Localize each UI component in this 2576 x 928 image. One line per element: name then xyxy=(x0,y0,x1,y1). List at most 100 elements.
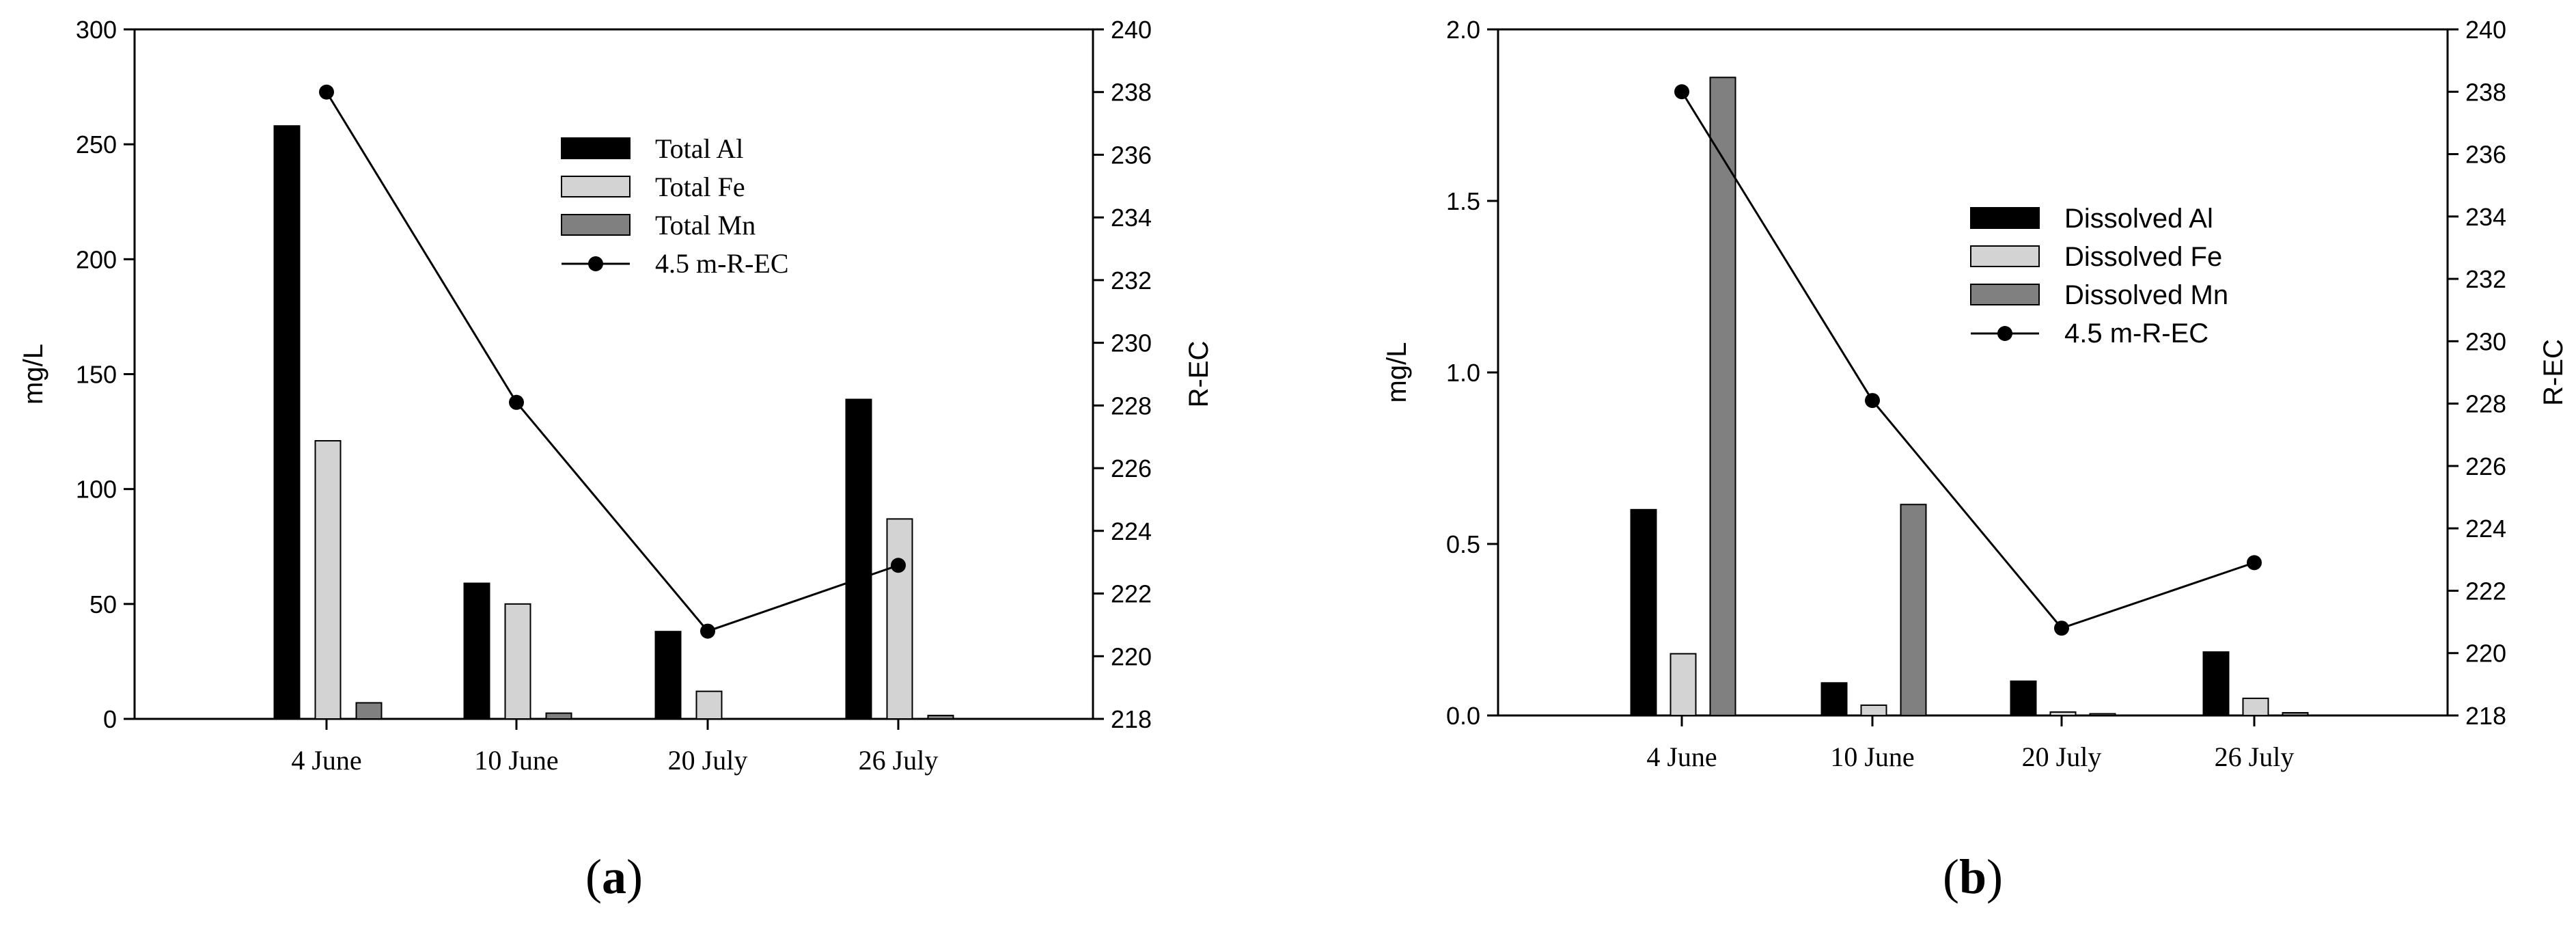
legend-label: Total Fe xyxy=(655,172,745,202)
bar xyxy=(355,702,383,720)
bar xyxy=(1900,504,1927,717)
series-line xyxy=(1680,91,2255,629)
y2-axis-label: R-EC xyxy=(2538,339,2568,406)
series-point xyxy=(2054,620,2069,636)
left-tick-label: 0.0 xyxy=(1446,702,1480,730)
y2-axis-label: R-EC xyxy=(1184,341,1214,408)
legend-label: Total Al xyxy=(655,133,743,164)
right-tick-label: 232 xyxy=(2465,265,2506,293)
left-tick-label: 200 xyxy=(76,245,117,273)
left-tick-label: 1.5 xyxy=(1446,187,1480,215)
legend-label: 4.5 m-R-EC xyxy=(655,248,789,279)
series-point xyxy=(509,394,524,410)
right-tick-label: 218 xyxy=(1111,705,1152,733)
bar xyxy=(545,712,572,720)
category-label: 26 July xyxy=(859,745,939,776)
right-tick-label: 238 xyxy=(2465,78,2506,106)
series-point xyxy=(700,623,715,639)
right-tick-label: 222 xyxy=(1111,580,1152,608)
chart-panel-b: 0.0 0.5 1.0 1.5 2.0 218 220 222 224 226 228 230 232 2… xyxy=(1382,16,2568,904)
bar xyxy=(1670,653,1697,717)
category-label: 10 June xyxy=(474,745,558,776)
left-tick-label: 1.0 xyxy=(1446,359,1480,387)
right-tick-label: 236 xyxy=(1111,141,1152,169)
bar xyxy=(2010,680,2037,716)
right-tick-label: 222 xyxy=(2465,577,2506,605)
bar xyxy=(314,440,342,720)
right-tick-label: 224 xyxy=(2465,515,2506,543)
right-tick-label: 224 xyxy=(1111,517,1152,545)
bar xyxy=(927,714,954,720)
right-tick-label: 218 xyxy=(2465,702,2506,730)
category-label: 26 July xyxy=(2215,741,2295,772)
right-tick-label: 220 xyxy=(1111,642,1152,670)
bar xyxy=(504,603,531,720)
bar xyxy=(886,518,913,720)
right-tick-label: 236 xyxy=(2465,141,2506,169)
right-tick-label: 238 xyxy=(1111,79,1152,107)
y-axis-label: mg/L xyxy=(1382,342,1412,403)
category-label: 20 July xyxy=(2022,741,2102,772)
bar xyxy=(2282,711,2309,717)
category-label: 20 July xyxy=(668,745,748,776)
left-tick-label: 0 xyxy=(103,705,117,733)
legend-label: 4.5 m-R-EC xyxy=(2064,318,2208,349)
category-label: 4 June xyxy=(1646,741,1717,772)
series-line xyxy=(325,91,899,633)
bar xyxy=(695,690,723,720)
legend-label: Dissolved Al xyxy=(2064,204,2213,234)
bar xyxy=(2202,651,2230,717)
right-tick-label: 226 xyxy=(2465,452,2506,480)
right-tick-label: 228 xyxy=(2465,390,2506,418)
bar xyxy=(1630,508,1657,716)
right-tick-label: 240 xyxy=(1111,16,1152,44)
legend-label: Total Mn xyxy=(655,210,756,241)
bar xyxy=(2049,711,2077,716)
left-tick-label: 300 xyxy=(76,16,117,44)
legend-swatch xyxy=(561,214,631,236)
panel-caption-letter: a xyxy=(602,849,626,904)
chart-panel-a: 0 50 100 150 200 250 300 218 220 222 224 226 228 230 2… xyxy=(18,16,1214,904)
legend-label: Dissolved Mn xyxy=(2064,280,2228,310)
bar xyxy=(654,631,682,720)
left-tick-label: 100 xyxy=(76,476,117,504)
right-tick-label: 230 xyxy=(2465,327,2506,355)
left-tick-label: 50 xyxy=(89,590,117,618)
legend-swatch xyxy=(561,137,631,159)
bar xyxy=(1820,682,1848,716)
bar xyxy=(273,125,301,720)
right-tick-label: 232 xyxy=(1111,267,1152,295)
bar xyxy=(2089,713,2116,716)
legend-swatch xyxy=(1970,207,2040,229)
bar xyxy=(2242,697,2269,717)
bar xyxy=(463,582,490,720)
legend-swatch xyxy=(1970,245,2040,267)
right-tick-label: 240 xyxy=(2465,16,2506,44)
right-tick-label: 220 xyxy=(2465,640,2506,668)
left-tick-label: 150 xyxy=(76,361,117,389)
legend-swatch xyxy=(1970,284,2040,305)
series-point xyxy=(1865,393,1880,409)
right-tick-label: 234 xyxy=(2465,203,2506,231)
left-tick-label: 2.0 xyxy=(1446,16,1480,44)
y-axis-label: mg/L xyxy=(18,344,49,405)
bar xyxy=(845,398,872,720)
category-label: 4 June xyxy=(291,745,361,776)
bar xyxy=(1860,704,1887,716)
legend: Dissolved Al Dissolved Fe Dissolved Mn 4.5 … xyxy=(1970,204,2228,349)
right-tick-label: 228 xyxy=(1111,392,1152,420)
left-tick-label: 250 xyxy=(76,131,117,159)
panel-caption-letter: b xyxy=(1959,849,1986,904)
panel-caption: (b) xyxy=(1943,849,2003,904)
right-tick-label: 226 xyxy=(1111,454,1152,482)
series-point xyxy=(319,84,334,100)
panel-caption: (a) xyxy=(585,849,643,904)
right-tick-label: 230 xyxy=(1111,329,1152,357)
series-point xyxy=(2247,555,2262,571)
left-tick-label: 0.5 xyxy=(1446,530,1480,558)
bar xyxy=(1709,77,1736,716)
series-point xyxy=(891,558,906,573)
right-tick-label: 234 xyxy=(1111,204,1152,232)
legend: Total Al Total Fe Total Mn 4.5 m-R-EC xyxy=(561,133,789,279)
